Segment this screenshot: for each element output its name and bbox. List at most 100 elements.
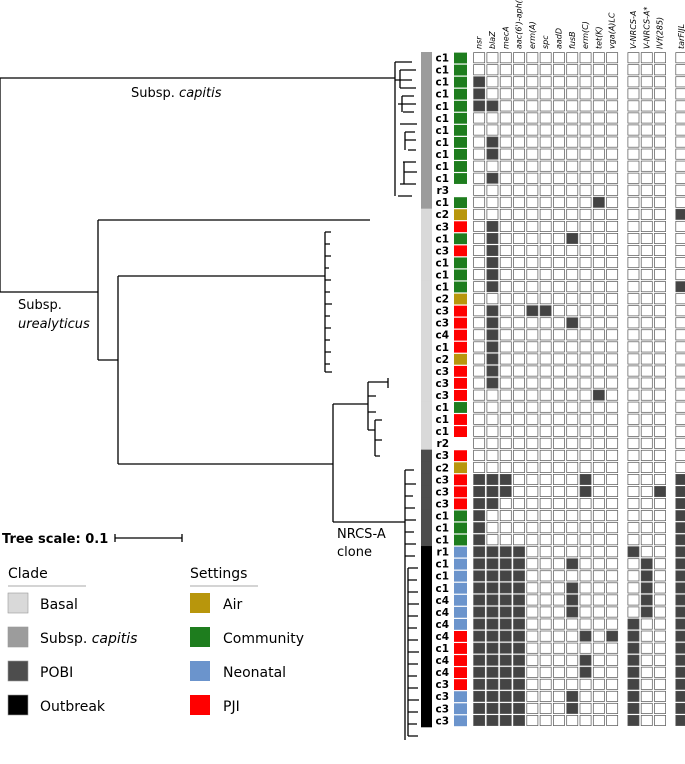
gene-absent-cell <box>513 317 525 329</box>
gene-absent-cell <box>539 437 552 449</box>
setting-cell <box>454 582 467 594</box>
isolate-label: c3 <box>435 474 449 486</box>
gene-absent-cell <box>539 690 552 702</box>
gene-absent-cell <box>566 220 579 232</box>
gene-absent-cell <box>566 245 579 256</box>
isolate-label: c3 <box>435 318 449 330</box>
gene-present-cell <box>579 654 592 666</box>
gene-absent-cell <box>654 714 666 726</box>
gene-absent-cell <box>592 100 605 112</box>
gene-absent-cell <box>606 413 619 425</box>
tree-branch <box>404 469 419 740</box>
gene-absent-cell <box>539 220 552 232</box>
gene-absent-cell <box>579 594 592 606</box>
gene-absent-cell <box>499 245 512 256</box>
isolate-label: c1 <box>435 535 449 547</box>
isolate-label: r2 <box>437 438 449 450</box>
gene-absent-cell <box>579 341 592 353</box>
gene-absent-cell <box>499 233 512 244</box>
gene-absent-cell <box>499 269 512 281</box>
gene-absent-cell <box>539 594 552 606</box>
gene-absent-cell <box>627 124 640 136</box>
gene-present-cell <box>675 498 685 510</box>
legend-swatch <box>7 592 29 614</box>
gene-absent-cell <box>675 401 685 413</box>
gene-present-cell <box>675 642 685 654</box>
legend-swatch <box>190 695 210 715</box>
gene-absent-cell <box>513 196 525 208</box>
gene-absent-cell <box>640 172 653 184</box>
gene-absent-cell <box>640 76 653 88</box>
gene-absent-cell <box>566 570 579 582</box>
gene-absent-cell <box>654 377 666 389</box>
gene-absent-cell <box>539 100 552 112</box>
gene-absent-cell <box>526 702 539 714</box>
clade-cell <box>421 534 432 547</box>
column-header: blaZ <box>488 31 497 49</box>
gene-absent-cell <box>539 329 552 341</box>
gene-absent-cell <box>579 522 592 534</box>
gene-absent-cell <box>566 401 579 413</box>
gene-absent-cell <box>526 618 539 630</box>
gene-absent-cell <box>579 257 592 269</box>
gene-absent-cell <box>606 220 619 232</box>
gene-absent-cell <box>592 377 605 389</box>
gene-absent-cell <box>499 510 512 522</box>
isolate-label: c3 <box>435 679 449 691</box>
gene-absent-cell <box>566 148 579 160</box>
clade-cell <box>421 546 432 559</box>
gene-present-cell <box>627 678 640 690</box>
gene-absent-cell <box>654 245 666 256</box>
gene-present-cell <box>473 678 486 690</box>
gene-absent-cell <box>539 377 552 389</box>
gene-absent-cell <box>539 196 552 208</box>
legend-swatch <box>190 661 210 681</box>
gene-absent-cell <box>627 510 640 522</box>
gene-absent-cell <box>579 461 592 473</box>
gene-present-cell <box>486 642 499 654</box>
gene-absent-cell <box>566 100 579 112</box>
setting-cell <box>454 329 467 341</box>
gene-absent-cell <box>553 220 565 232</box>
clade-cell <box>421 666 432 680</box>
clade-cell <box>421 521 432 535</box>
gene-absent-cell <box>539 88 552 100</box>
gene-absent-cell <box>640 64 653 76</box>
gene-absent-cell <box>627 461 640 473</box>
gene-absent-cell <box>640 353 653 365</box>
gene-absent-cell <box>513 136 525 148</box>
gene-absent-cell <box>473 461 486 473</box>
gene-absent-cell <box>579 678 592 690</box>
gene-absent-cell <box>592 461 605 473</box>
isolate-label: c1 <box>435 125 449 137</box>
gene-absent-cell <box>675 293 685 305</box>
gene-absent-cell <box>606 76 619 88</box>
legend-clade-label: Basal <box>40 597 78 613</box>
gene-absent-cell <box>675 88 685 100</box>
gene-absent-cell <box>566 413 579 425</box>
gene-absent-cell <box>654 124 666 136</box>
gene-absent-cell <box>513 281 525 293</box>
gene-absent-cell <box>539 630 552 642</box>
gene-absent-cell <box>566 377 579 389</box>
gene-absent-cell <box>654 353 666 365</box>
gene-absent-cell <box>553 208 565 220</box>
gene-present-cell <box>499 666 512 678</box>
gene-absent-cell <box>553 353 565 365</box>
column-header: mecA <box>501 26 510 49</box>
gene-absent-cell <box>553 461 565 473</box>
tree-branch <box>324 231 332 373</box>
gene-absent-cell <box>606 546 619 558</box>
gene-present-cell <box>513 666 525 678</box>
gene-present-cell <box>513 654 525 666</box>
gene-absent-cell <box>499 196 512 208</box>
isolate-label: c1 <box>435 426 449 438</box>
gene-present-cell <box>675 474 685 485</box>
gene-absent-cell <box>553 594 565 606</box>
gene-absent-cell <box>640 437 653 449</box>
gene-present-cell <box>566 317 579 329</box>
gene-absent-cell <box>606 570 619 582</box>
setting-cell <box>454 715 467 727</box>
isolate-label: c2 <box>435 354 449 366</box>
gene-absent-cell <box>654 269 666 281</box>
